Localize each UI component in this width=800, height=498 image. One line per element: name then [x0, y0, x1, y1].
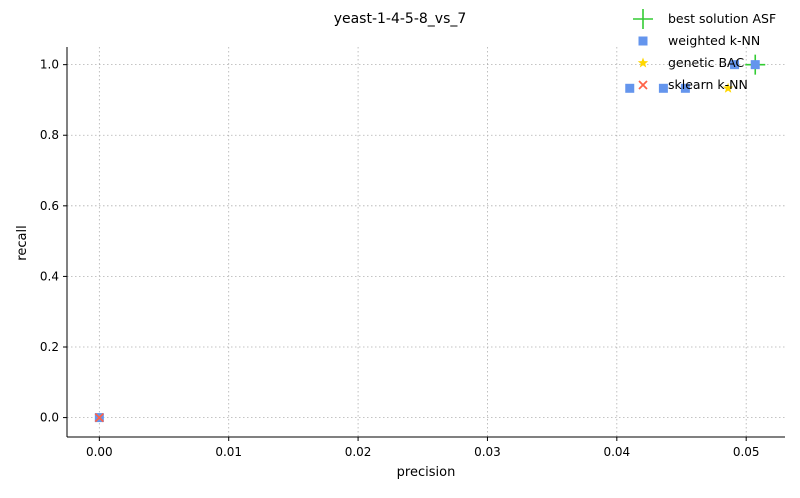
legend-entry: weighted k-NN	[638, 33, 760, 48]
axes: 0.00 0.01 0.02 0.03 0.04 0.05 0.0 0.2 0.4 0.6 0.8 1…	[40, 47, 785, 459]
y-tick-label: 0.6	[40, 199, 59, 213]
legend-marker	[637, 57, 649, 68]
series-1	[94, 60, 760, 423]
legend-label: sklearn k-NN	[668, 77, 748, 92]
legend-marker	[638, 36, 648, 46]
data-point	[750, 60, 760, 70]
x-tick-label: 0.02	[345, 445, 372, 459]
data-point	[680, 83, 690, 93]
y-tick-label: 0.2	[40, 340, 59, 354]
x-tick-label: 0.01	[215, 445, 242, 459]
legend: best solution ASF weighted k-NN genetic BA…	[633, 9, 776, 92]
data-points	[94, 54, 766, 423]
x-axis-label: precision	[397, 465, 456, 480]
data-point	[658, 83, 668, 93]
legend-marker	[633, 9, 653, 29]
grid	[67, 47, 785, 437]
data-point	[94, 412, 104, 423]
series-3	[94, 412, 104, 423]
legend-entry: best solution ASF	[633, 9, 776, 29]
data-point	[722, 82, 734, 93]
y-tick-label: 0.4	[40, 269, 59, 283]
y-tick-label: 1.0	[40, 58, 59, 72]
y-tick-label: 0.8	[40, 128, 59, 142]
x-marker-b	[638, 80, 648, 90]
x-tick-label: 0.05	[733, 445, 760, 459]
x-tick-label: 0.04	[603, 445, 630, 459]
legend-marker	[638, 80, 648, 90]
legend-entry: sklearn k-NN	[638, 77, 748, 92]
data-point	[730, 60, 740, 70]
legend-label: weighted k-NN	[668, 33, 760, 48]
legend-label: genetic BAC	[668, 55, 744, 70]
x-tick-label: 0.03	[474, 445, 501, 459]
legend-label: best solution ASF	[668, 11, 776, 26]
legend-entry: genetic BAC	[637, 55, 744, 70]
series-2	[722, 82, 734, 93]
y-tick-label: 0.0	[40, 411, 59, 425]
x-marker-b	[94, 412, 104, 423]
chart-title: yeast-1-4-5-8_vs_7	[334, 11, 467, 27]
data-point	[625, 83, 635, 93]
x-tick-label: 0.00	[86, 445, 113, 459]
y-axis-label: recall	[15, 225, 30, 260]
